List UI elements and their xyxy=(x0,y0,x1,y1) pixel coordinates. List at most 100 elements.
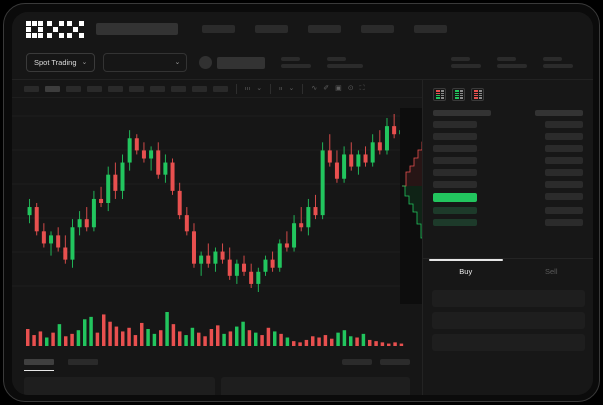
orderbook-trade-panel: Buy Sell xyxy=(422,80,593,395)
camera-icon[interactable]: ▣ xyxy=(335,85,342,92)
pencil-icon[interactable]: ✐ xyxy=(323,85,330,92)
order-amount-field[interactable] xyxy=(432,312,585,329)
chevron-down-icon: ⌄ xyxy=(81,59,88,66)
timeframe-button-5[interactable] xyxy=(108,85,123,92)
orderbook-list xyxy=(423,106,593,226)
ask-amount xyxy=(545,133,583,140)
ask-price xyxy=(433,181,477,188)
stat-label xyxy=(281,57,301,61)
orders-box-right[interactable] xyxy=(221,377,410,395)
nav-item-3[interactable] xyxy=(308,25,341,33)
tab-buy[interactable]: Buy xyxy=(423,259,509,284)
stat-value xyxy=(281,64,312,68)
trading-mode-dropdown[interactable]: Spot Trading ⌄ xyxy=(26,53,96,72)
timeframe-button-3[interactable] xyxy=(66,85,81,92)
bid-amount xyxy=(545,219,583,226)
orderbook-mode-sell-icon[interactable] xyxy=(471,88,484,101)
nav-item-2[interactable] xyxy=(255,25,288,33)
stat-value xyxy=(327,64,364,68)
ask-price xyxy=(433,169,477,176)
timeframe-button-8[interactable] xyxy=(171,85,186,92)
orderbook-bid-row[interactable] xyxy=(433,207,583,214)
tab-order-history[interactable] xyxy=(68,359,98,365)
orderbook-ask-row[interactable] xyxy=(433,169,583,176)
pair-selector-dropdown[interactable]: ⌄ xyxy=(103,53,188,72)
chevron-down-icon[interactable]: ⌄ xyxy=(256,85,263,92)
order-total-field[interactable] xyxy=(432,334,585,351)
order-price-field[interactable] xyxy=(432,290,585,307)
orderbook-mode-switch xyxy=(423,80,593,106)
ask-amount xyxy=(545,169,583,176)
orderbook-ask-row[interactable] xyxy=(433,145,583,152)
bid-price xyxy=(433,207,477,214)
market-pair-bar: Spot Trading ⌄ ⌄ xyxy=(12,46,593,80)
coin-avatar-icon xyxy=(199,56,213,69)
settings-icon[interactable]: ⊙ xyxy=(347,85,354,92)
ask-price xyxy=(433,157,477,164)
toolbar-divider-2 xyxy=(270,83,272,94)
toolbar-divider xyxy=(236,83,237,94)
stat-value xyxy=(543,64,573,68)
orderbook-bid-row[interactable] xyxy=(433,219,583,226)
ask-price xyxy=(433,121,477,128)
ask-price xyxy=(433,133,477,140)
stat-label xyxy=(497,57,516,61)
orderbook-ask-row[interactable] xyxy=(433,181,583,188)
stat-label xyxy=(327,57,347,61)
last-amount xyxy=(545,193,583,200)
orderbook-ask-row[interactable] xyxy=(433,133,583,140)
wave-icon[interactable]: ∿ xyxy=(311,85,318,92)
ask-amount xyxy=(545,145,583,152)
timeframe-button-6[interactable] xyxy=(129,85,144,92)
nav-item-1[interactable] xyxy=(202,25,235,33)
orderbook-mode-both-icon[interactable] xyxy=(433,88,446,101)
orderbook-ask-row[interactable] xyxy=(433,121,583,128)
okx-logo[interactable] xyxy=(26,20,84,38)
toolbar-divider-3 xyxy=(302,83,304,94)
timeframe-button-9[interactable] xyxy=(192,85,207,92)
orderbook-last-price-row xyxy=(433,193,583,202)
timeframe-button-1[interactable] xyxy=(24,85,39,92)
orderbook-mode-buy-icon[interactable] xyxy=(452,88,465,101)
tab-sell[interactable]: Sell xyxy=(544,267,558,276)
timeframe-button-7[interactable] xyxy=(150,85,165,92)
nav-item-5[interactable] xyxy=(414,25,447,33)
timeframe-button-2[interactable] xyxy=(45,85,60,92)
orderbook-ask-row[interactable] xyxy=(433,157,583,164)
orderbook-col-price xyxy=(433,110,491,116)
orders-action-1[interactable] xyxy=(342,359,372,365)
pair-name xyxy=(217,56,266,69)
stat-block-4 xyxy=(497,57,527,68)
search-input[interactable] xyxy=(96,23,178,35)
nav-item-4[interactable] xyxy=(361,25,394,33)
orders-content xyxy=(24,377,410,395)
orders-actions xyxy=(342,359,410,365)
volume-series xyxy=(26,312,404,346)
ask-amount xyxy=(545,157,583,164)
order-form-fields xyxy=(432,290,585,356)
chart-type-label[interactable]: ıı xyxy=(279,85,283,92)
orders-tabs xyxy=(24,354,410,371)
timeframe-button-10[interactable] xyxy=(213,85,228,92)
chevron-down-icon-2[interactable]: ⌄ xyxy=(288,85,295,92)
tab-open-orders[interactable] xyxy=(24,359,54,371)
stat-value xyxy=(451,64,481,68)
indicator-label[interactable]: ııı xyxy=(245,85,251,92)
chevron-down-icon: ⌄ xyxy=(174,59,181,66)
top-navigation-bar xyxy=(12,12,593,46)
orders-box-left[interactable] xyxy=(24,377,215,395)
orders-action-2[interactable] xyxy=(380,359,410,365)
orders-panel xyxy=(12,354,422,395)
stat-block-1 xyxy=(281,57,312,68)
candlestick-chart[interactable] xyxy=(12,98,422,354)
ask-price xyxy=(433,145,477,152)
bid-price xyxy=(433,219,477,226)
timeframe-button-4[interactable] xyxy=(87,85,102,92)
app-viewport: Spot Trading ⌄ ⌄ xyxy=(12,12,593,395)
buy-sell-tabs: Buy Sell xyxy=(423,258,593,284)
fullscreen-icon[interactable]: ⛶ xyxy=(359,85,365,92)
orderbook-header xyxy=(433,110,583,116)
candle-series xyxy=(12,114,422,292)
stat-block-3 xyxy=(451,57,481,68)
